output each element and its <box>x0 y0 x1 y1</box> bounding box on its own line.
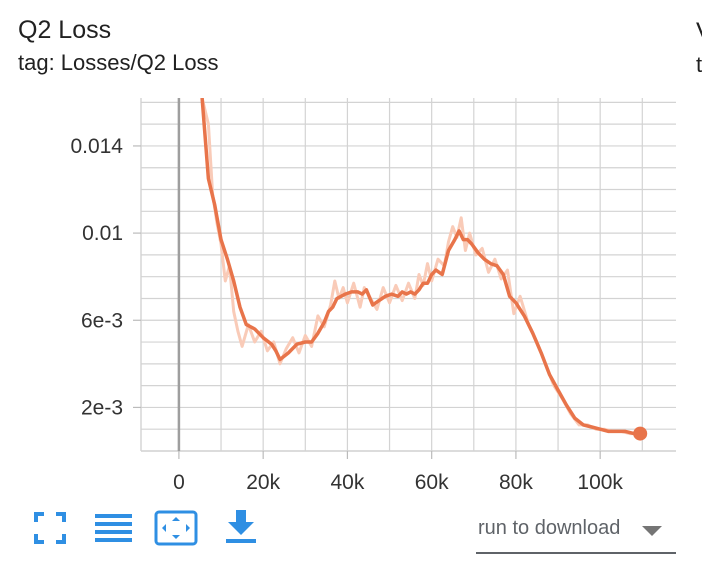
x-tick-label: 0 <box>173 471 185 494</box>
last-point-marker[interactable] <box>633 426 648 441</box>
toggle-log-scale-icon <box>95 514 132 542</box>
smoothed-series-line <box>200 98 641 436</box>
card-tag: tag: Losses/Q2 Loss <box>18 50 219 75</box>
next-card-title-fragment: V <box>696 18 702 47</box>
fit-domain-icon <box>154 510 198 546</box>
line-chart[interactable]: 0 20k 40k 60k 80k 100k 2e-3 6e-3 0.01 0.014 <box>0 0 702 500</box>
chevron-down-icon <box>642 526 662 536</box>
x-tick-label: 80k <box>499 471 533 494</box>
y-tick-label: 6e-3 <box>81 309 123 332</box>
x-tick-label: 20k <box>246 471 280 494</box>
download-button[interactable] <box>220 506 266 552</box>
x-tick-label: 40k <box>330 471 364 494</box>
toggle-log-scale-button[interactable] <box>92 506 138 552</box>
raw-series-line <box>200 98 639 436</box>
x-tick-label: 60k <box>415 471 449 494</box>
fullscreen-icon <box>34 512 66 544</box>
y-tick-label: 0.01 <box>82 222 123 245</box>
card-title: Q2 Loss <box>18 16 112 44</box>
next-card-tag-fragment: t <box>696 52 702 77</box>
run-download-select[interactable]: run to download <box>476 510 676 554</box>
download-icon <box>226 510 256 543</box>
run-download-label: run to download <box>478 517 621 539</box>
x-tick-label: 100k <box>577 471 623 494</box>
y-tick-label: 2e-3 <box>81 396 123 419</box>
y-tick-label: 0.014 <box>70 135 123 158</box>
fit-domain-button[interactable] <box>154 506 200 552</box>
fullscreen-button[interactable] <box>30 506 76 552</box>
